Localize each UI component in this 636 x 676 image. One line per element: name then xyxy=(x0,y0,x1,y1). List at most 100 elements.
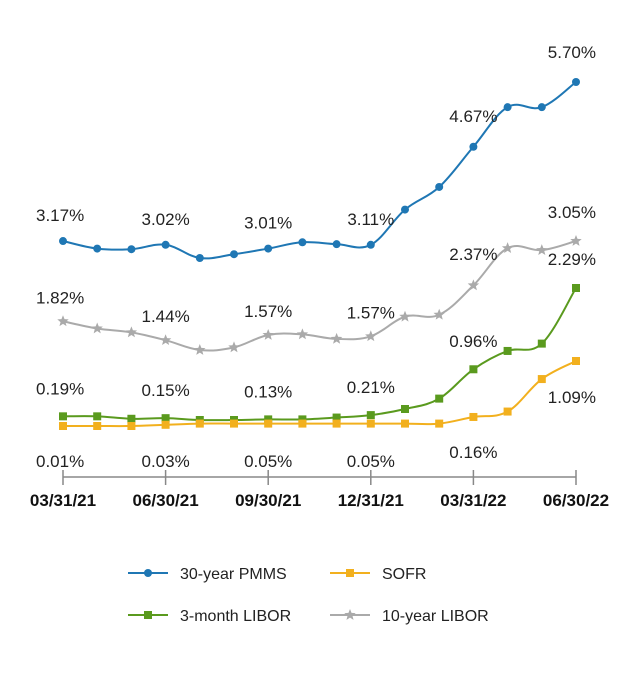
legend: 30-year PMMS SOFR 3-month LIBOR 10-year LIB… xyxy=(128,566,489,625)
3-month-libor-point-11 xyxy=(435,394,444,403)
30-year-pmms-point-5 xyxy=(230,250,238,259)
legend-swatch-marker xyxy=(346,569,354,577)
10-year-libor-point-6 xyxy=(262,328,274,340)
30-year-pmms-point-7 xyxy=(298,238,307,247)
10-year-libor-point-7 xyxy=(296,328,309,340)
sofr-point-0 xyxy=(59,422,67,430)
3-month-libor-label-9: 0.21% xyxy=(347,378,395,397)
30-year-pmms-line xyxy=(62,81,577,260)
3-month-libor-point-3 xyxy=(161,414,170,423)
10-year-libor-point-3 xyxy=(159,334,172,346)
3-month-libor-label-15: 2.29% xyxy=(548,250,596,269)
legend-swatch-marker xyxy=(344,609,356,620)
sofr-point-6 xyxy=(264,419,273,428)
10-year-libor-point-13 xyxy=(501,242,514,254)
3-month-libor-point-9 xyxy=(366,411,375,420)
10-year-libor-point-2 xyxy=(125,326,138,338)
series-30-year-pmms xyxy=(59,78,580,262)
sofr-point-4 xyxy=(195,419,204,428)
30-year-pmms-point-12 xyxy=(469,142,478,151)
10-year-libor-point-12 xyxy=(467,279,480,291)
legend-label: 30-year PMMS xyxy=(180,566,287,583)
3-month-libor-point-1 xyxy=(93,412,102,421)
3-month-libor-point-7 xyxy=(298,415,307,424)
sofr-point-1 xyxy=(93,422,102,430)
10-year-libor-label-15: 3.05% xyxy=(548,203,596,222)
series-10-year-libor xyxy=(57,235,582,355)
10-year-libor-label-6: 1.57% xyxy=(244,302,292,321)
3-month-libor-point-2 xyxy=(127,414,136,423)
sofr-label-0: 0.01% xyxy=(36,452,84,471)
3-month-libor-point-15 xyxy=(572,284,580,292)
10-year-libor-point-10 xyxy=(399,310,411,322)
30-year-pmms-label-15: 5.70% xyxy=(548,43,596,62)
30-year-pmms-point-3 xyxy=(161,240,170,249)
3-month-libor-point-8 xyxy=(332,413,341,422)
30-year-pmms-point-10 xyxy=(401,205,409,214)
series-sofr xyxy=(59,357,580,430)
legend-swatch-marker xyxy=(144,611,152,619)
sofr-point-8 xyxy=(332,419,341,428)
30-year-pmms-point-0 xyxy=(59,237,67,246)
10-year-libor-point-0 xyxy=(57,315,69,327)
sofr-label-12: 0.16% xyxy=(449,443,497,462)
3-month-libor-line xyxy=(62,287,577,422)
legend-item-3-month-libor: 3-month LIBOR xyxy=(128,608,291,625)
x-axis: 03/31/21 06/30/21 09/30/21 12/31/21 03/31/22… xyxy=(30,470,609,510)
3-month-libor-point-6 xyxy=(264,415,273,424)
x-tick-label-5: 06/30/22 xyxy=(543,491,609,510)
x-tick-label-1: 06/30/21 xyxy=(133,491,199,510)
x-tick-label-0: 03/31/21 xyxy=(30,491,96,510)
30-year-pmms-point-4 xyxy=(195,254,204,262)
sofr-point-2 xyxy=(127,422,136,430)
legend-item-30-year-pmms: 30-year PMMS xyxy=(128,566,287,583)
10-year-libor-point-8 xyxy=(330,332,343,344)
30-year-pmms-point-1 xyxy=(93,244,102,253)
30-year-pmms-point-11 xyxy=(435,182,444,191)
3-month-libor-point-14 xyxy=(537,339,546,348)
3-month-libor-label-3: 0.15% xyxy=(141,381,189,400)
sofr-point-13 xyxy=(503,407,512,416)
sofr-point-14 xyxy=(537,375,546,384)
sofr-label-15: 1.09% xyxy=(548,388,596,407)
sofr-point-10 xyxy=(401,419,409,428)
30-year-pmms-point-13 xyxy=(503,103,512,112)
legend-swatch-marker xyxy=(144,569,152,577)
sofr-point-3 xyxy=(161,420,170,429)
30-year-pmms-point-8 xyxy=(332,240,341,249)
legend-label: 10-year LIBOR xyxy=(382,608,489,625)
sofr-point-5 xyxy=(230,419,238,428)
10-year-libor-point-15 xyxy=(570,235,582,246)
30-year-pmms-point-2 xyxy=(127,245,136,254)
3-month-libor-label-6: 0.13% xyxy=(244,382,292,401)
legend-item-sofr: SOFR xyxy=(330,566,426,583)
10-year-libor-point-4 xyxy=(194,344,206,355)
30-year-pmms-label-6: 3.01% xyxy=(244,214,292,233)
10-year-libor-label-0: 1.82% xyxy=(36,288,84,307)
10-year-libor-point-1 xyxy=(91,322,103,334)
sofr-point-15 xyxy=(572,357,580,365)
sofr-label-9: 0.05% xyxy=(347,452,395,471)
legend-item-10-year-libor: 10-year LIBOR xyxy=(330,608,489,625)
3-month-libor-point-0 xyxy=(59,412,67,421)
30-year-pmms-point-14 xyxy=(537,103,546,112)
10-year-libor-label-9: 1.57% xyxy=(347,303,395,322)
sofr-point-11 xyxy=(435,419,444,428)
30-year-pmms-point-6 xyxy=(264,244,273,253)
30-year-pmms-label-12: 4.67% xyxy=(449,107,497,126)
30-year-pmms-label-3: 3.02% xyxy=(141,210,189,229)
10-year-libor-label-3: 1.44% xyxy=(141,307,189,326)
30-year-pmms-point-9 xyxy=(366,240,375,249)
10-year-libor-line xyxy=(62,240,577,352)
sofr-point-7 xyxy=(298,419,307,428)
3-month-libor-label-0: 0.19% xyxy=(36,379,84,398)
series-layer xyxy=(57,78,582,430)
3-month-libor-label-12: 0.96% xyxy=(449,332,497,351)
series-3-month-libor xyxy=(59,284,580,424)
x-tick-label-4: 03/31/22 xyxy=(440,491,506,510)
10-year-libor-point-14 xyxy=(536,244,548,255)
legend-label: SOFR xyxy=(382,566,426,583)
3-month-libor-point-10 xyxy=(401,405,409,413)
x-tick-label-2: 09/30/21 xyxy=(235,491,301,510)
